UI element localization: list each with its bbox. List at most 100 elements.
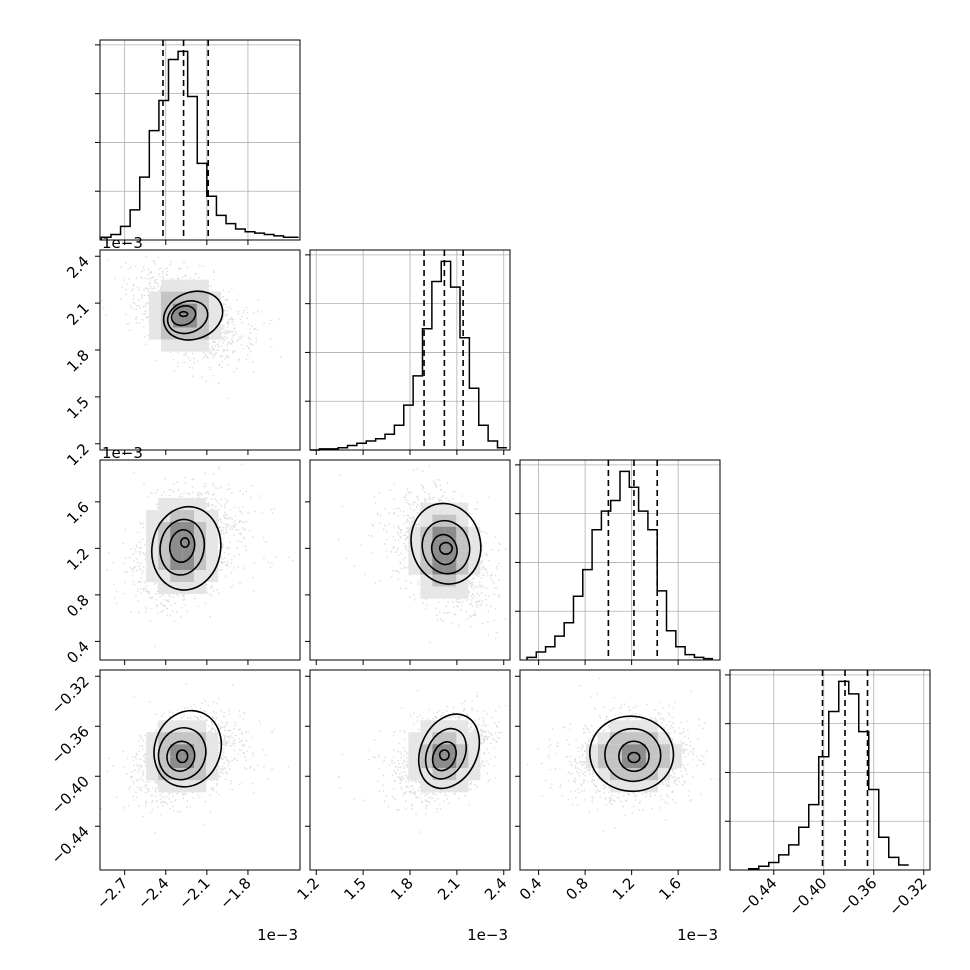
density-cell <box>408 538 421 551</box>
density-cell <box>160 327 173 340</box>
density-cell <box>194 768 207 781</box>
density-cell <box>597 744 610 757</box>
density-cell <box>170 570 183 583</box>
x-tick-label-1-1: 1.5 <box>340 874 370 904</box>
density-cell <box>456 538 469 551</box>
density-cell <box>456 502 469 515</box>
density-cell <box>432 586 445 599</box>
y-tick-label-3-1: −0.40 <box>48 772 93 817</box>
density-cell <box>160 291 173 304</box>
contour-1-3-1 <box>424 727 468 780</box>
density-cell <box>206 570 219 583</box>
density-cell <box>196 339 209 352</box>
density-cell <box>621 780 634 793</box>
density-cell <box>633 780 646 793</box>
y-tick-label-1-2: 1.8 <box>63 346 93 376</box>
x-tick-label-3-1: −0.40 <box>785 874 830 919</box>
density-cell <box>160 339 173 352</box>
density-cell <box>184 339 197 352</box>
density-cell <box>170 756 183 769</box>
contour-2-3-3 <box>627 751 641 764</box>
y-tick-label-1-0: 1.2 <box>63 440 93 470</box>
scatter-panel-1-3 <box>337 689 507 833</box>
density-cell <box>432 526 445 539</box>
density-cell <box>432 744 445 757</box>
density-cell <box>170 546 183 559</box>
x-tick-label-0-1: −2.4 <box>134 874 172 912</box>
scatter-panel-1-2 <box>337 460 507 644</box>
contour-0-1-3 <box>178 310 189 318</box>
density-cell <box>158 780 171 793</box>
panel-content-2-3 <box>527 677 720 832</box>
x-tick-label-0-3: −1.8 <box>216 874 254 912</box>
density-cell <box>170 744 183 757</box>
density-cell <box>196 327 209 340</box>
x-offset-text-2: 1e−3 <box>677 926 718 944</box>
contour-0-3-3 <box>175 749 189 764</box>
density-cell <box>420 526 433 539</box>
panel-content-0-3 <box>100 683 290 834</box>
scatter-panel-2-3 <box>527 677 720 832</box>
panel-content-1-3 <box>337 689 507 833</box>
density-cell <box>158 498 171 511</box>
contour-2-3-2 <box>618 740 650 773</box>
contour-1-2-2 <box>430 533 458 566</box>
density-cell <box>456 720 469 733</box>
density-cell <box>585 744 598 757</box>
density-cell <box>146 768 159 781</box>
density-cell <box>184 327 197 340</box>
scatter-panel-frame-0-3 <box>99 669 301 871</box>
density-cell <box>160 279 173 292</box>
density-cell <box>408 562 421 575</box>
density-cell <box>456 526 469 539</box>
y-tick-label-3-0: −0.44 <box>48 822 93 867</box>
y-tick-label-2-2: 1.2 <box>63 544 93 574</box>
density-cell <box>597 732 610 745</box>
scatter-panel-frame-0-2 <box>99 459 301 661</box>
panel-content-0-2 <box>106 463 294 648</box>
density-cell <box>146 744 159 757</box>
contour-0-3-0 <box>153 709 223 788</box>
contour-0-2-1 <box>159 518 206 576</box>
contour-1-3-3 <box>438 749 450 761</box>
panel-content-1-2 <box>337 460 507 644</box>
histogram-1 <box>310 260 507 451</box>
density-cell <box>456 550 469 563</box>
density-cell <box>444 502 457 515</box>
density-cell <box>408 744 421 757</box>
y-tick-label-1-1: 1.5 <box>63 393 93 423</box>
density-cell <box>148 315 161 328</box>
density-cell <box>206 546 219 559</box>
density-cell <box>196 291 209 304</box>
x-tick-label-1-0: 1.2 <box>293 874 323 904</box>
contour-1-2-3 <box>438 541 453 555</box>
y-tick-label-1-4: 2.4 <box>63 252 93 282</box>
density-cell <box>148 291 161 304</box>
density-cell <box>597 768 610 781</box>
density-cell <box>194 498 207 511</box>
density-cell <box>206 510 219 523</box>
density-cell <box>456 586 469 599</box>
density-cell <box>420 586 433 599</box>
scatter-panel-frame-2-3 <box>519 669 721 871</box>
density-cell <box>158 522 171 535</box>
density-cell <box>468 768 481 781</box>
density-cell <box>206 744 219 757</box>
density-cell <box>420 514 433 527</box>
density-cell <box>182 744 195 757</box>
density-cell <box>444 744 457 757</box>
density-cell <box>148 327 161 340</box>
contour-0-1-1 <box>166 300 209 335</box>
density-cell <box>194 720 207 733</box>
x-tick-label-2-3: 1.6 <box>655 874 685 904</box>
density-cell <box>196 279 209 292</box>
contour-1-2-0 <box>410 502 482 585</box>
contour-0-2-3 <box>180 537 190 549</box>
density-cell <box>172 339 185 352</box>
x-tick-label-0-2: −2.1 <box>175 874 213 912</box>
x-offset-text-0: 1e−3 <box>257 926 298 944</box>
density-cell <box>420 562 433 575</box>
density-cell <box>170 510 183 523</box>
